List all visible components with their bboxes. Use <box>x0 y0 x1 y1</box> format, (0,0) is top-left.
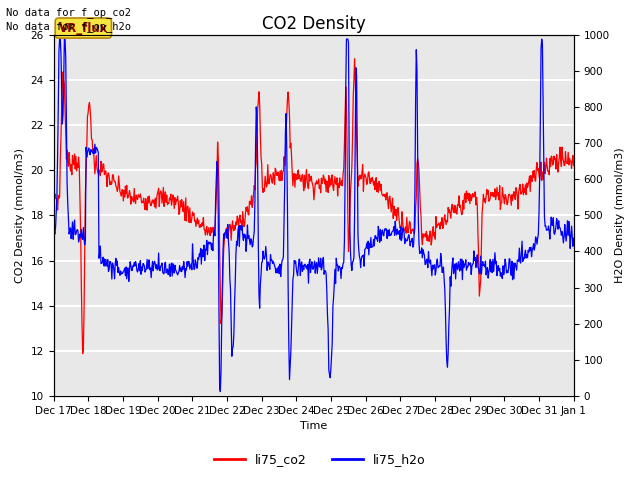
Text: VR_flux: VR_flux <box>59 22 108 35</box>
Text: No data for f_op_co2
No data for f_op_h2o: No data for f_op_co2 No data for f_op_h2… <box>6 7 131 32</box>
X-axis label: Time: Time <box>300 421 327 432</box>
Legend: li75_co2, li75_h2o: li75_co2, li75_h2o <box>209 448 431 471</box>
Y-axis label: H2O Density (mmol/m3): H2O Density (mmol/m3) <box>615 147 625 283</box>
Y-axis label: CO2 Density (mmol/m3): CO2 Density (mmol/m3) <box>15 148 25 283</box>
Title: CO2 Density: CO2 Density <box>262 15 365 33</box>
